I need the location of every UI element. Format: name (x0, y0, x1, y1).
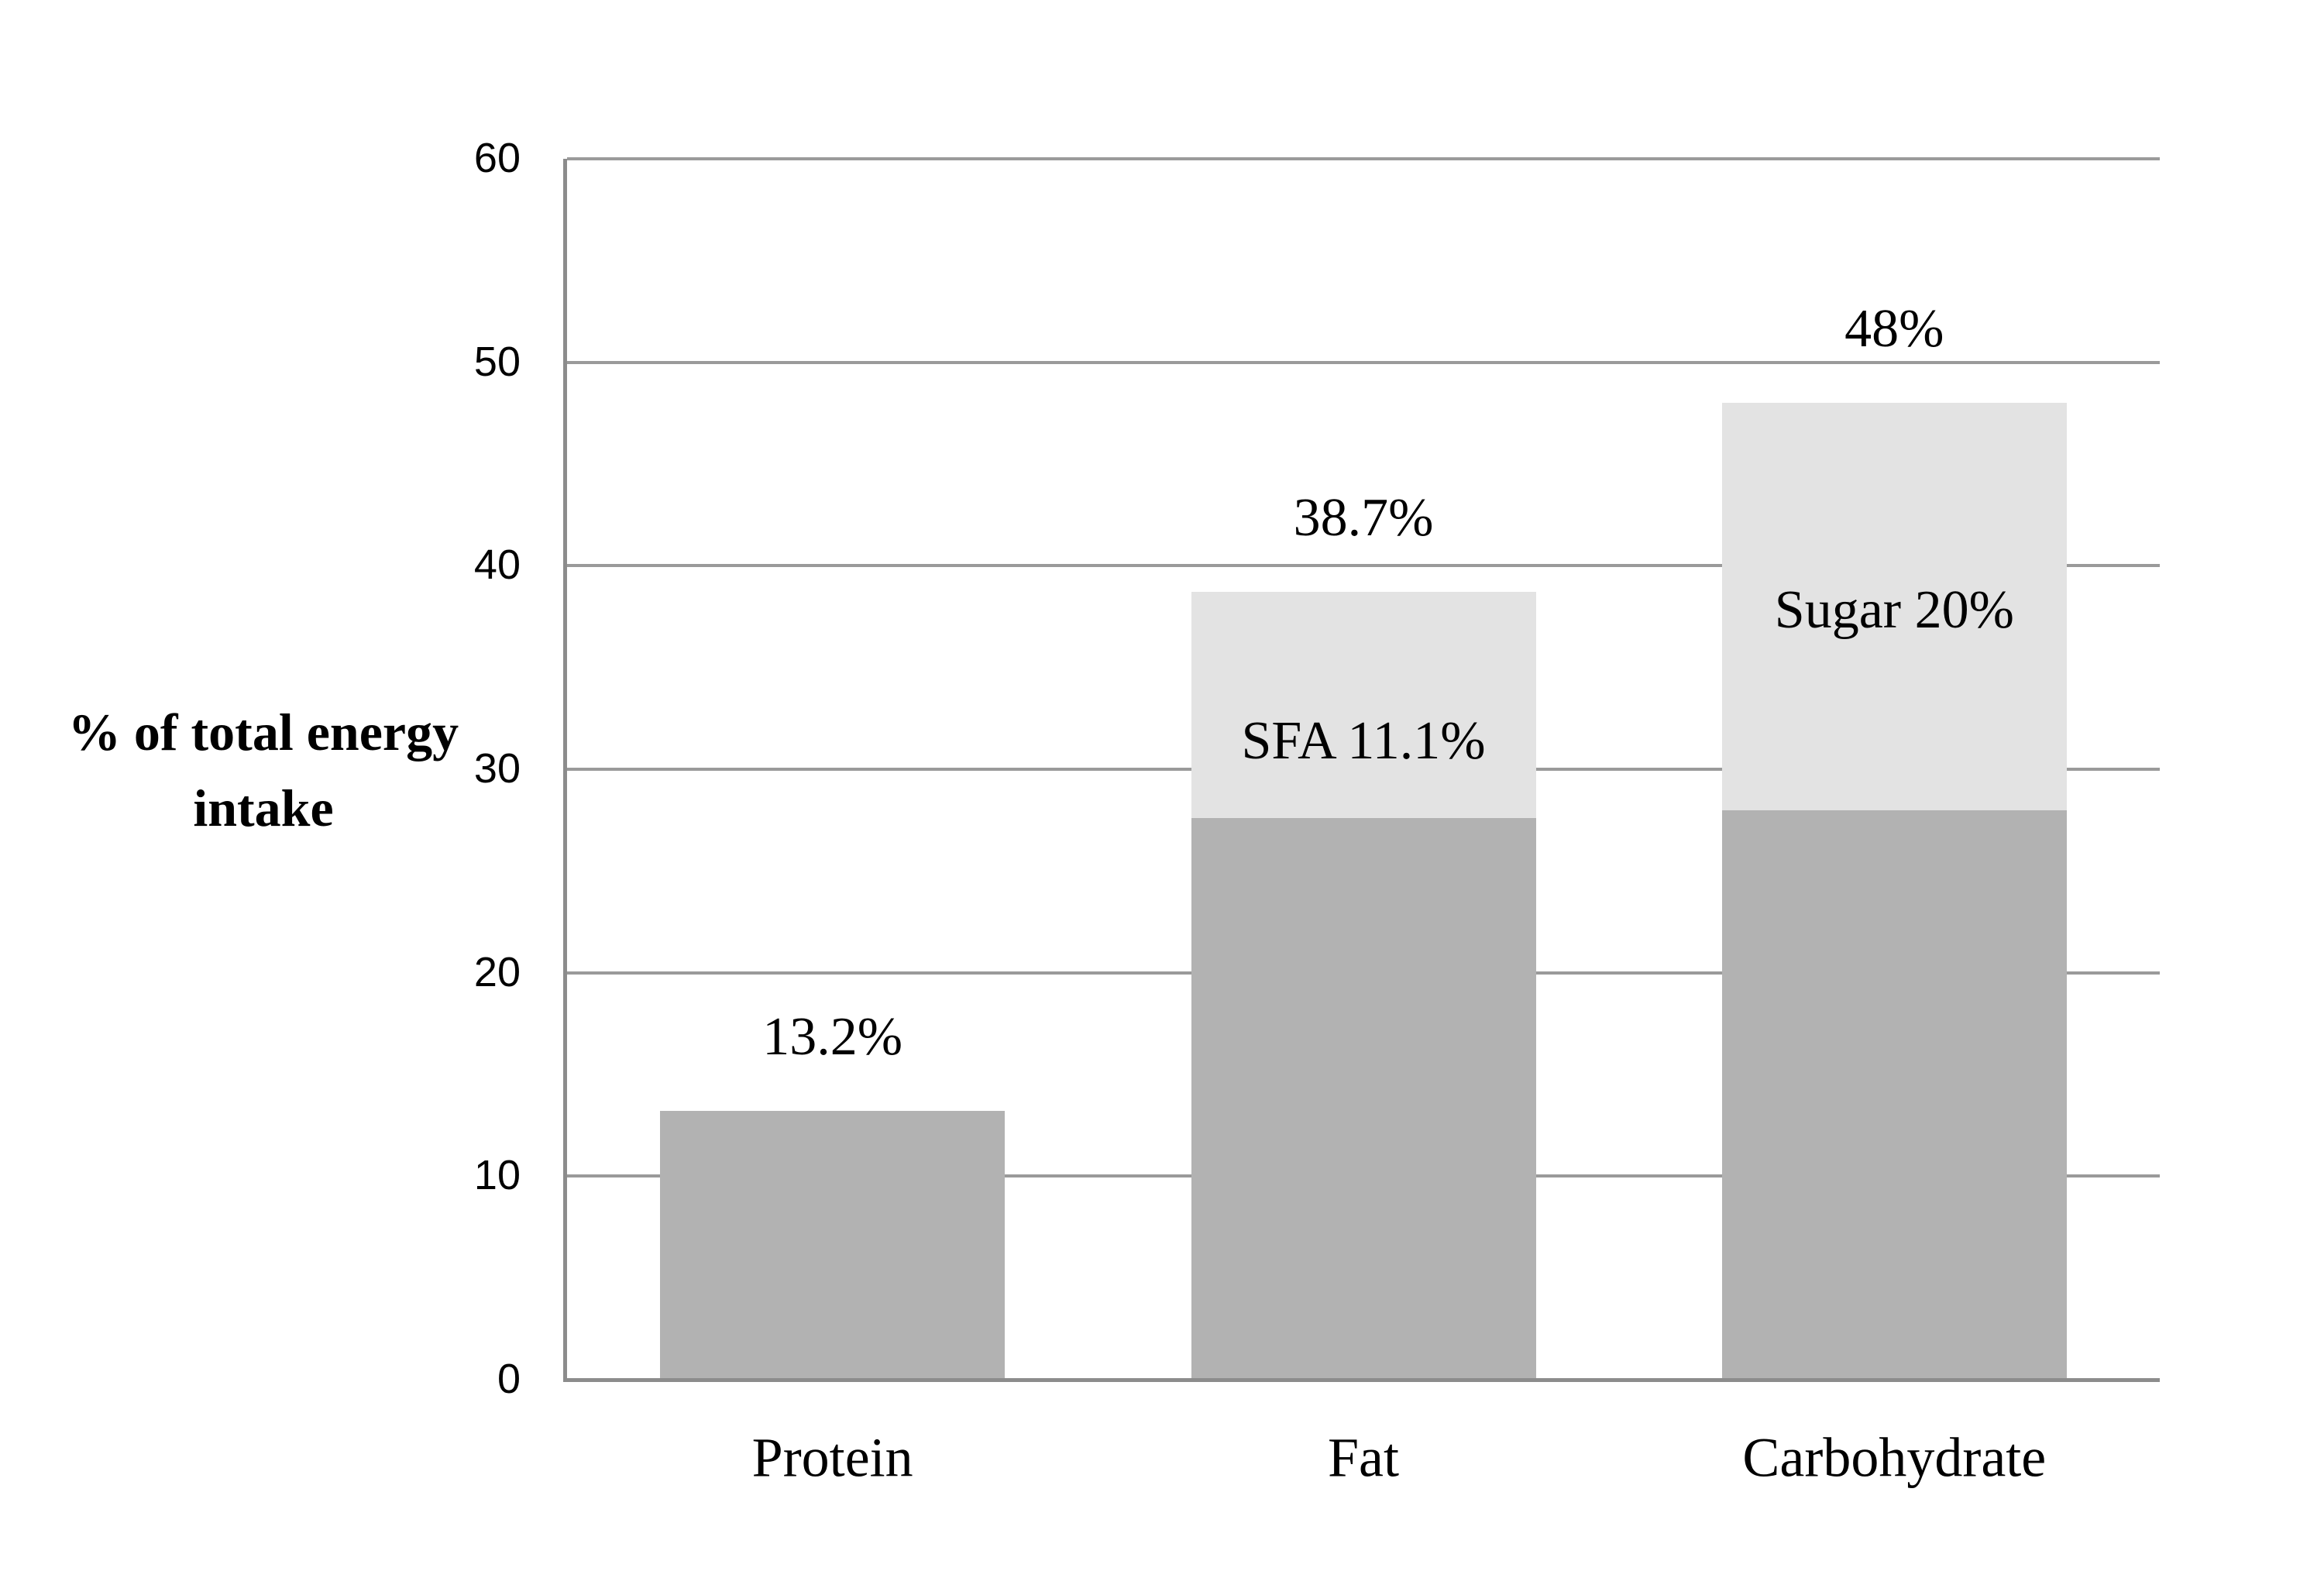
y-axis-title-line1: % of total energy (67, 703, 459, 762)
gridline-40 (567, 564, 2160, 568)
y-tick-label-20: 20 (473, 948, 521, 995)
y-tick-label-10: 10 (473, 1152, 521, 1199)
y-axis-title: % of total energy intake (43, 695, 484, 847)
bar-carbohydrate-base (1721, 810, 2067, 1380)
data-label-fat: 38.7% (1293, 488, 1434, 548)
gridline-60 (567, 157, 2160, 160)
y-tick-label-60: 60 (473, 134, 521, 181)
y-tick-label-50: 50 (473, 338, 521, 385)
bar-fat-base (1191, 818, 1536, 1380)
bar-carbohydrate-sub (1721, 403, 2067, 810)
y-tick-label-0: 0 (497, 1355, 521, 1402)
y-tick-label-40: 40 (473, 541, 521, 589)
category-label-protein: Protein (751, 1426, 913, 1489)
category-label-fat: Fat (1327, 1426, 1400, 1489)
category-label-carbohydrate: Carbohydrate (1742, 1426, 2047, 1489)
gridline-50 (567, 360, 2160, 364)
bar-fat-sub (1191, 592, 1536, 819)
x-axis-line (563, 1378, 2160, 1382)
segment-label-carbohydrate: Sugar 20% (1774, 580, 2014, 641)
y-axis-title-line2: intake (193, 779, 334, 837)
y-tick-label-30: 30 (473, 744, 521, 792)
segment-label-fat: SFA 11.1% (1241, 710, 1486, 771)
y-axis-line (563, 159, 567, 1382)
data-label-carbohydrate: 48% (1844, 299, 1944, 359)
data-label-protein: 13.2% (762, 1007, 903, 1067)
bar-protein-base (660, 1111, 1006, 1380)
